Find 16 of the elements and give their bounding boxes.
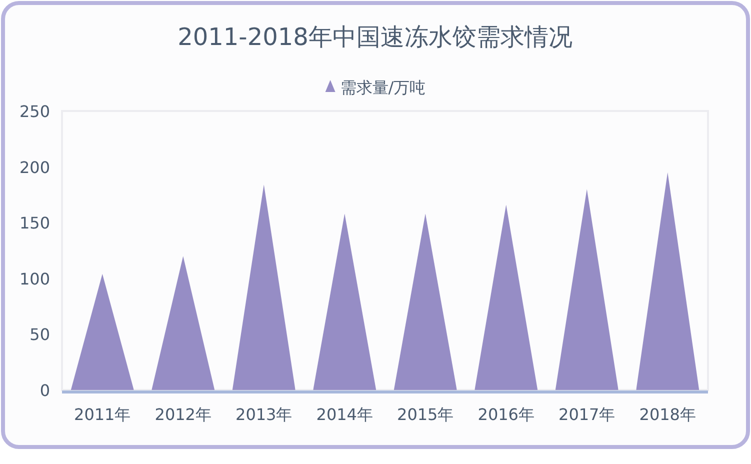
y-tick-label: 50 (30, 325, 50, 344)
x-tick-label: 2015年 (397, 405, 454, 424)
x-tick-label: 2011年 (74, 405, 131, 424)
y-tick-label: 0 (40, 381, 50, 400)
x-tick-label: 2013年 (236, 405, 292, 424)
legend-label: 需求量/万吨 (340, 78, 426, 97)
x-tick-label: 2018年 (639, 405, 696, 424)
y-tick-label: 250 (19, 102, 50, 121)
chart-title: 2011-2018年中国速冻水饺需求情况 (178, 23, 572, 51)
x-tick-label: 2017年 (558, 405, 616, 424)
y-tick-label: 100 (19, 269, 50, 288)
y-tick-label: 150 (19, 214, 50, 233)
x-tick-label: 2014年 (316, 405, 373, 424)
x-tick-label: 2012年 (154, 405, 212, 424)
y-tick-label: 200 (19, 158, 50, 177)
x-tick-label: 2016年 (478, 405, 534, 424)
